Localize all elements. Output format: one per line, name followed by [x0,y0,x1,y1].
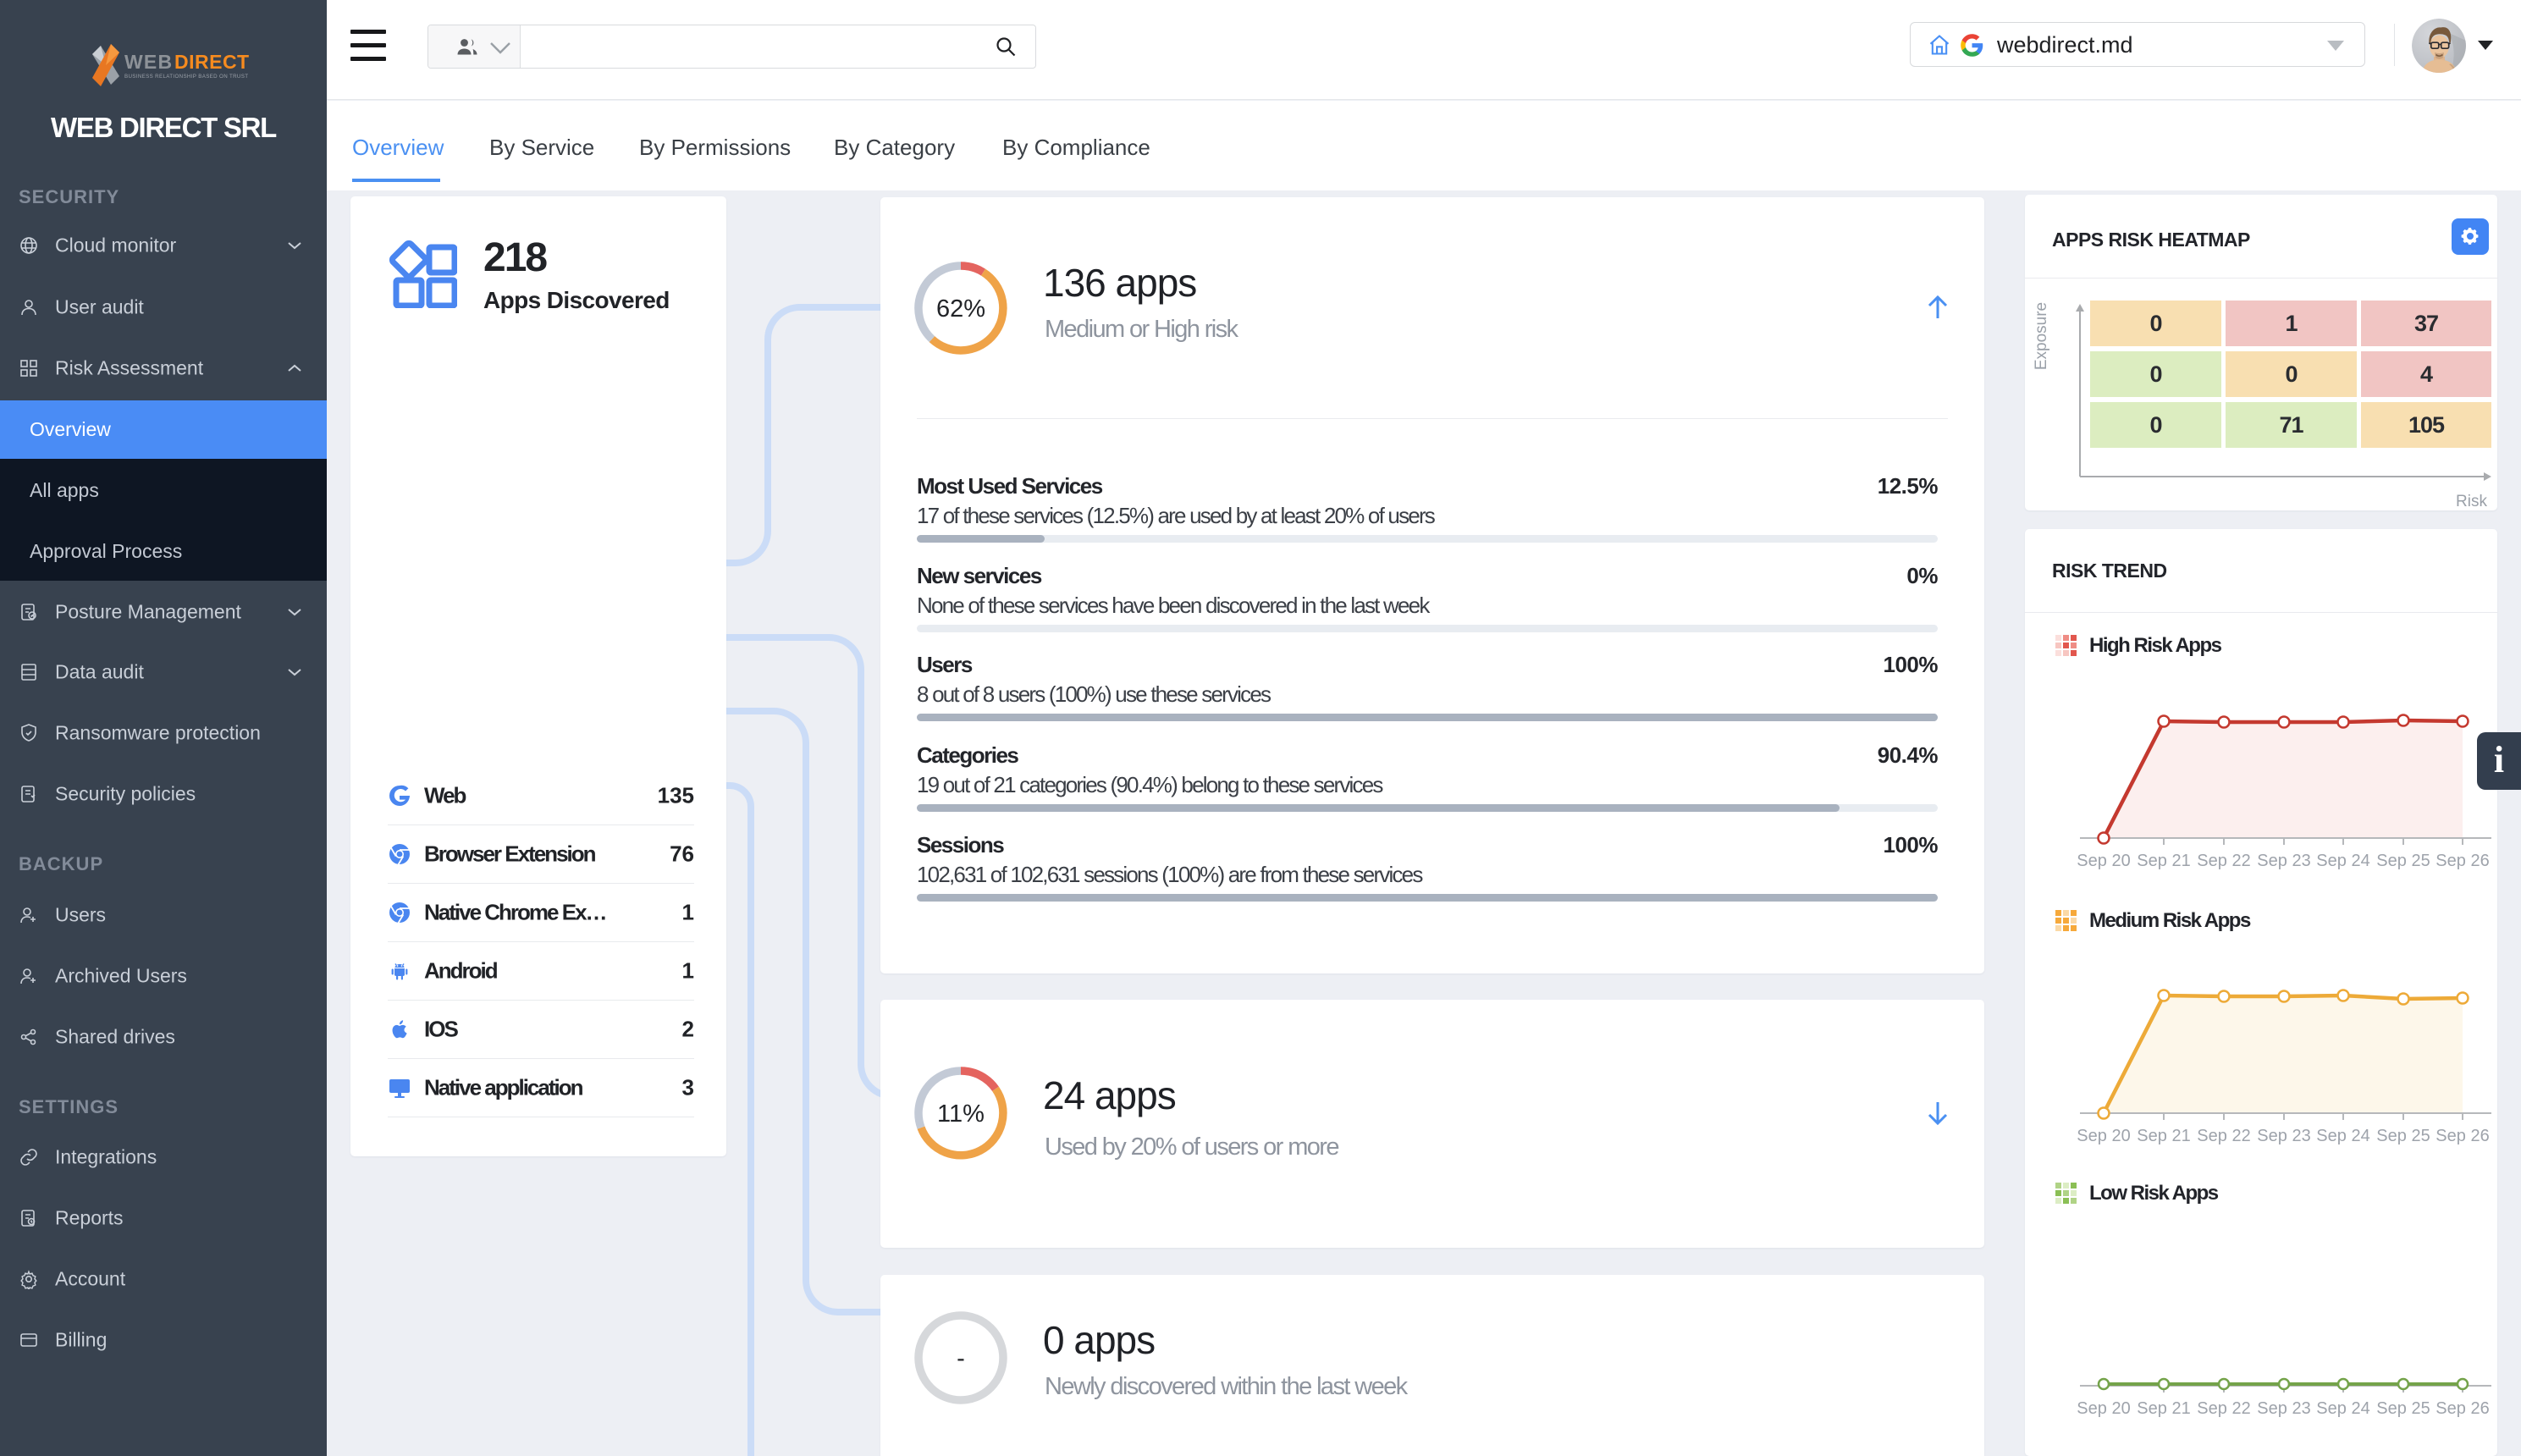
svg-text:62%: 62% [936,295,985,323]
svg-text:WEB: WEB [124,51,173,73]
svg-text:DIRECT: DIRECT [174,51,250,73]
svg-text:11%: 11% [937,1100,985,1128]
svg-text:BUSINESS RELATIONSHIP BASED ON: BUSINESS RELATIONSHIP BASED ON TRUST [124,74,248,80]
svg-text:-: - [957,1345,965,1372]
